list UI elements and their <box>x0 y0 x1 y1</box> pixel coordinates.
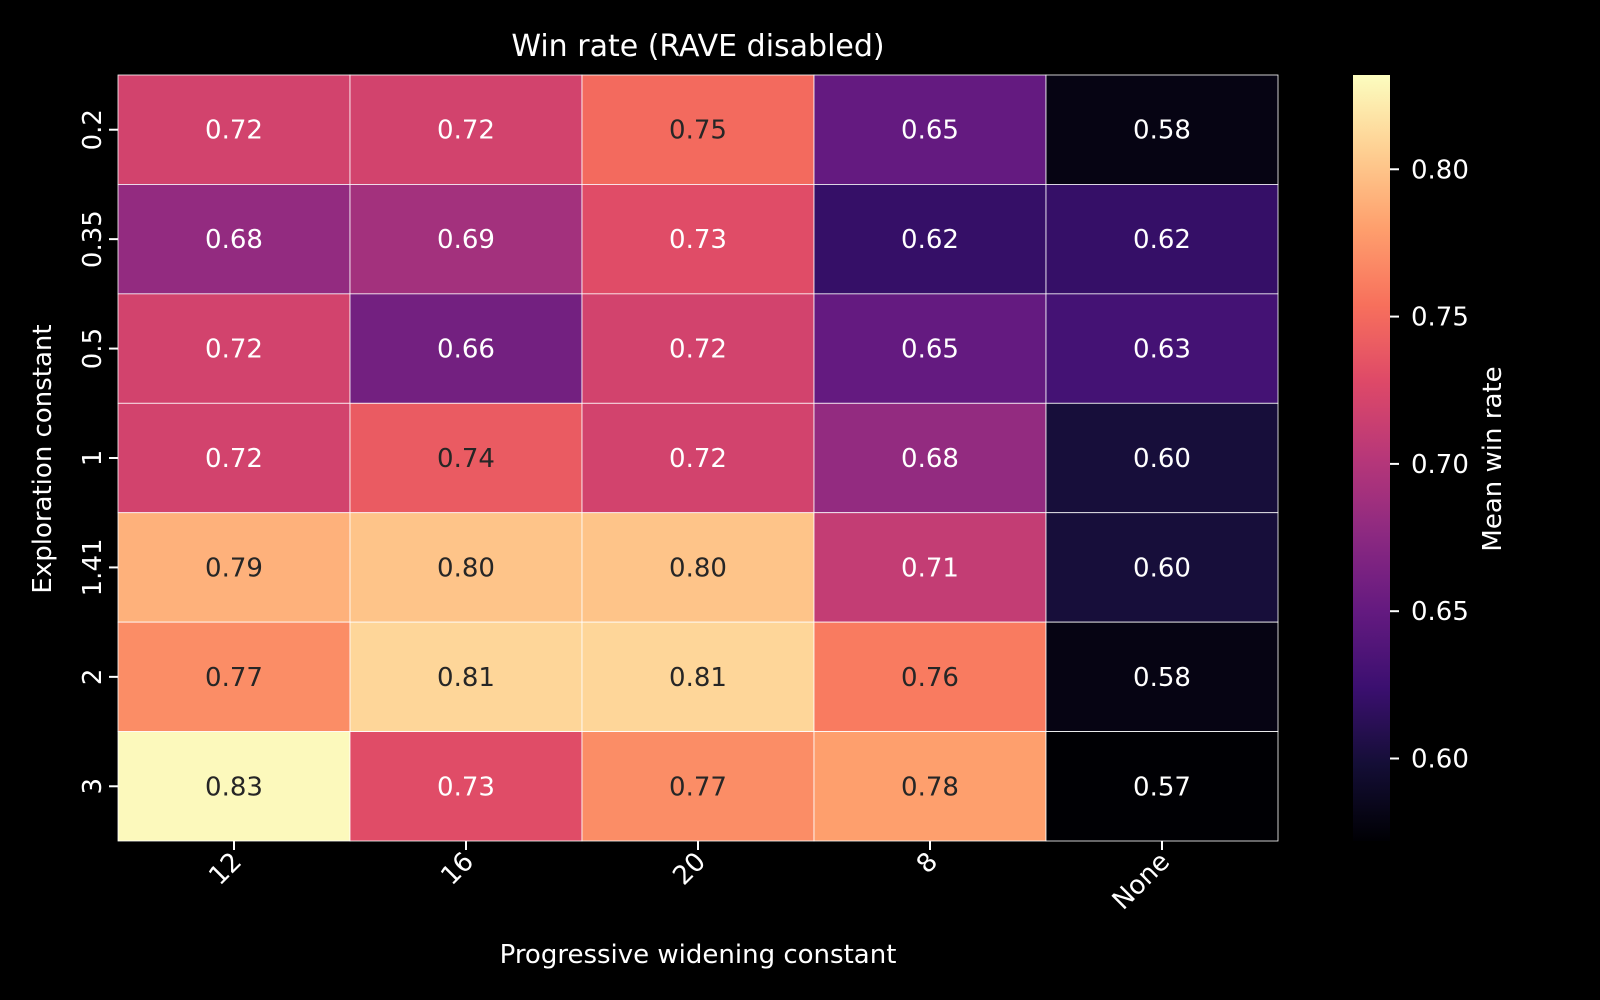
cell-value-label: 0.77 <box>205 663 263 693</box>
heatmap-cell <box>813 402 1047 514</box>
heatmap-cell <box>581 731 815 842</box>
cell-value-label: 0.60 <box>1133 444 1191 474</box>
cell-value-label: 0.72 <box>669 444 727 474</box>
heatmap-cell <box>581 402 815 514</box>
heatmap-cell <box>117 731 351 842</box>
y-tick-label: 0.2 <box>78 109 108 150</box>
y-axis: 0.2 0.35 0.5 1 1.41 2 3 <box>78 109 118 795</box>
cell-value-label: 0.81 <box>669 663 727 693</box>
heatmap-cell <box>349 184 583 295</box>
heatmap-cell <box>813 293 1047 404</box>
y-tick-label: 2 <box>78 669 108 686</box>
cell-value-label: 0.72 <box>437 116 495 146</box>
heatmap-cell <box>581 293 815 404</box>
heatmap-cell <box>117 512 351 623</box>
cell-value-label: 0.79 <box>205 553 263 583</box>
heatmap-cell <box>1045 621 1279 732</box>
colorbar-tick-label: 0.75 <box>1411 303 1469 333</box>
heatmap-cell <box>117 184 351 295</box>
heatmap-cell <box>117 74 351 185</box>
y-tick-label: 1.41 <box>78 538 108 596</box>
colorbar-gradient <box>1353 75 1390 841</box>
heatmap-cell <box>1045 402 1279 514</box>
cell-value-label: 0.68 <box>901 444 959 474</box>
colorbar: 0.60 0.65 0.70 0.75 0.80 <box>1353 75 1469 841</box>
cell-value-label: 0.81 <box>437 663 495 693</box>
cell-value-label: 0.72 <box>205 116 263 146</box>
heatmap-cell <box>581 512 815 623</box>
cell-value-label: 0.66 <box>437 335 495 365</box>
colorbar-tick-label: 0.65 <box>1411 597 1469 627</box>
cell-value-label: 0.65 <box>901 335 959 365</box>
cell-value-label: 0.80 <box>437 553 495 583</box>
cell-value-label: 0.72 <box>669 335 727 365</box>
cell-value-label: 0.75 <box>669 116 727 146</box>
heatmap-cell <box>349 402 583 514</box>
cell-value-label: 0.57 <box>1133 772 1191 802</box>
heatmap-cell <box>813 184 1047 295</box>
heatmap-cell <box>1045 731 1279 842</box>
cell-value-label: 0.71 <box>901 553 959 583</box>
cell-value-label: 0.74 <box>437 444 495 474</box>
colorbar-tick-label: 0.60 <box>1411 745 1469 775</box>
heatmap-cell <box>813 621 1047 732</box>
cell-value-label: 0.76 <box>901 663 959 693</box>
heatmap-cell <box>349 293 583 404</box>
cell-value-label: 0.80 <box>669 553 727 583</box>
heatmap-cells: 0.72 0.72 0.75 0.65 0.58 0.68 0.69 0.73 0.62 0.62… <box>117 74 1279 842</box>
cell-value-label: 0.58 <box>1133 663 1191 693</box>
cell-value-label: 0.73 <box>669 225 727 255</box>
heatmap-cell <box>1045 184 1279 295</box>
heatmap-cell <box>813 731 1047 842</box>
heatmap-cell <box>581 184 815 295</box>
heatmap-cell <box>349 74 583 185</box>
cell-value-label: 0.83 <box>205 772 263 802</box>
cell-value-label: 0.72 <box>205 335 263 365</box>
cell-value-label: 0.69 <box>437 225 495 255</box>
y-tick-label: 0.35 <box>78 210 108 268</box>
cell-value-label: 0.62 <box>1133 225 1191 255</box>
cell-value-label: 0.72 <box>205 444 263 474</box>
heatmap-cell <box>1045 512 1279 623</box>
chart-title: Win rate (RAVE disabled) <box>511 29 884 64</box>
cell-value-label: 0.60 <box>1133 553 1191 583</box>
heatmap-cell <box>813 74 1047 185</box>
cell-value-label: 0.77 <box>669 772 727 802</box>
heatmap-cell <box>117 621 351 732</box>
cell-value-label: 0.73 <box>437 772 495 802</box>
x-axis-label: Progressive widening constant <box>500 940 897 970</box>
heatmap-cell <box>581 74 815 185</box>
y-tick-label: 0.5 <box>78 328 108 369</box>
heatmap-cell <box>117 402 351 514</box>
cell-value-label: 0.78 <box>901 772 959 802</box>
y-tick-label: 1 <box>78 450 108 467</box>
cell-value-label: 0.65 <box>901 116 959 146</box>
heatmap-cell <box>1045 293 1279 404</box>
colorbar-label: Mean win rate <box>1478 366 1508 551</box>
colorbar-tick-label: 0.80 <box>1411 155 1469 185</box>
heatmap-cell <box>813 512 1047 623</box>
colorbar-tick-label: 0.70 <box>1411 450 1469 480</box>
cell-value-label: 0.68 <box>205 225 263 255</box>
cell-value-label: 0.62 <box>901 225 959 255</box>
y-axis-label: Exploration constant <box>28 324 58 593</box>
heatmap-cell <box>349 512 583 623</box>
cell-value-label: 0.58 <box>1133 116 1191 146</box>
cell-value-label: 0.63 <box>1133 335 1191 365</box>
y-tick-label: 3 <box>78 778 108 795</box>
